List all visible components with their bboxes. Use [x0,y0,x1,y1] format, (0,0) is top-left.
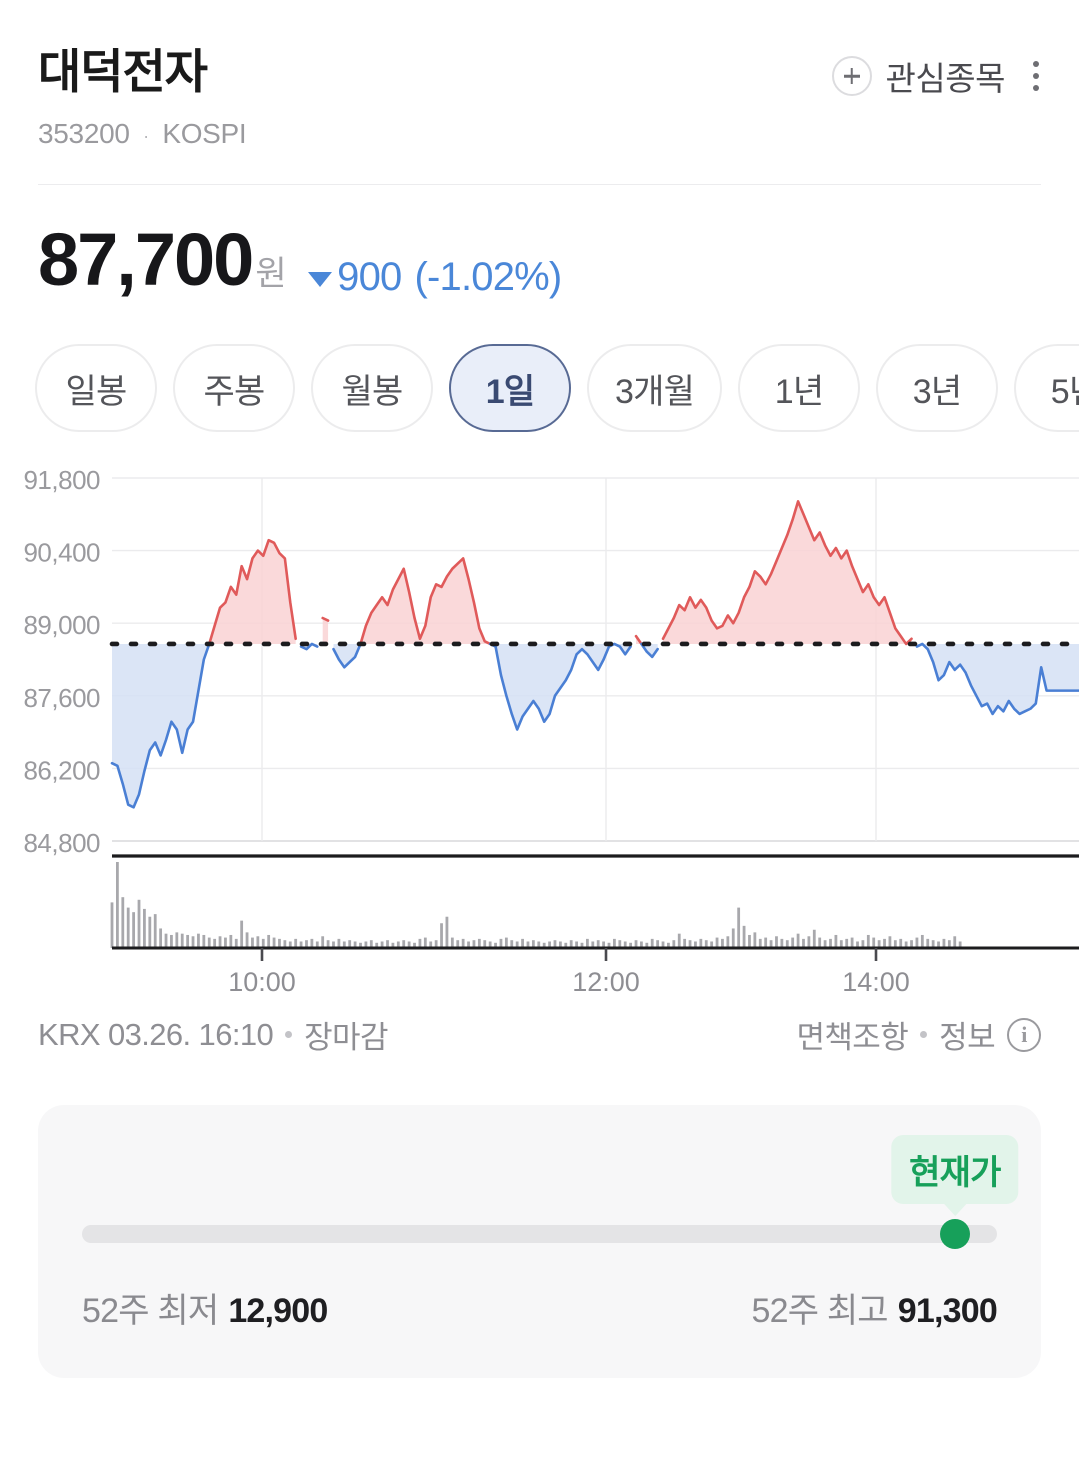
period-tab-5[interactable]: 3개월 [587,344,723,433]
header-actions: 관심종목 [831,52,1053,100]
x-axis-tick-label: 10:00 [228,967,296,997]
period-tab-7[interactable]: 3년 [876,344,999,433]
range-labels: 52주 최저 12,900 52주 최고 91,300 [82,1283,998,1332]
footer-links[interactable]: 면책조항 정보 i [796,1012,1041,1057]
page-title: 대덕전자 [38,45,208,98]
period-tab-label: 주봉 [203,372,266,411]
period-tab-6[interactable]: 1년 [738,344,861,433]
change-value: 900 [337,255,402,300]
triangle-down-icon [308,272,333,288]
period-tab-label: 일봉 [65,372,128,411]
footer-separator-left [285,1031,293,1039]
period-tab-3[interactable]: 월봉 [311,344,433,433]
intraday-chart[interactable]: 91,800 90,400 89,000 87,600 86,200 84,800 10:0… [0,458,1079,998]
footer-separator-right [920,1031,928,1039]
data-source: KRX 03.26. 16:10 장마감 [38,1012,389,1057]
subtitle-separator: · [143,125,149,146]
info-link[interactable]: 정보 [939,1020,995,1056]
period-tab-label: 1년 [774,372,824,411]
period-tab-label: 월봉 [341,372,404,411]
price-change: 900 (-1.02%) [308,255,562,300]
market-name: KOSPI [162,118,247,150]
info-circle-icon[interactable]: i [1007,1017,1041,1052]
low-value: 12,900 [228,1292,328,1331]
disclaimer-link[interactable]: 면책조항 [796,1020,909,1056]
change-percent: (-1.02%) [414,255,562,300]
range-slider-knob[interactable] [939,1219,970,1250]
y-axis-tick-label: 90,400 [23,538,100,568]
add-watchlist-button[interactable]: 관심종목 [831,52,1006,100]
period-tab-4[interactable]: 1일 [449,344,571,433]
y-axis-tick-label: 91,800 [23,465,100,495]
fifty-two-week-range-card: 현재가 52주 최저 12,900 52주 최고 91,300 [38,1105,1041,1379]
chart-footer: KRX 03.26. 16:10 장마감 면책조항 정보 i [0,1012,1079,1057]
kebab-menu-icon[interactable] [1019,54,1053,98]
current-price: 87,700 [38,218,254,302]
source-timestamp: KRX 03.26. 16:10 [38,1016,274,1052]
period-tab-bar[interactable]: 일봉 주봉 월봉 1일 3개월 1년 3년 5년 [0,344,1079,433]
x-axis-tick-label: 12:00 [572,967,640,997]
x-axis-tick-label: 14:00 [842,967,910,997]
header-divider [38,184,1041,186]
period-tab-label: 5년 [1050,372,1079,411]
period-tab-1[interactable]: 일봉 [35,344,157,433]
y-axis-tick-label: 89,000 [23,611,100,641]
currency-unit: 원 [255,255,287,294]
stock-header: 대덕전자 353200 · KOSPI 관심종목 [0,0,1079,150]
period-tab-label: 1일 [485,372,535,411]
fifty-two-week-low: 52주 최저 12,900 [82,1283,328,1332]
y-axis-tick-label: 87,600 [23,683,100,713]
period-tab-label: 3개월 [615,372,695,411]
high-label: 52주 최고 [751,1292,888,1331]
current-price-badge: 현재가 [891,1135,1019,1205]
high-value: 91,300 [897,1292,998,1331]
range-slider-track[interactable] [82,1219,997,1250]
chart-canvas[interactable]: 91,800 90,400 89,000 87,600 86,200 84,800 10:0… [0,458,1079,998]
low-label: 52주 최저 [82,1292,219,1331]
period-tab-label: 3년 [912,372,962,411]
plus-circle-icon [831,56,872,96]
y-axis-tick-label: 86,200 [23,756,100,786]
current-price-badge-row: 현재가 [82,1129,1019,1225]
price-block: 87,700 원 900 (-1.02%) [0,185,1079,300]
add-watchlist-label: 관심종목 [885,60,1006,97]
y-axis-tick-label: 84,800 [23,828,100,858]
stock-subtitle: 353200 · KOSPI [38,118,1041,150]
ticker-code: 353200 [38,118,130,150]
market-status: 장마감 [304,1020,388,1056]
fifty-two-week-high: 52주 최고 91,300 [751,1283,997,1332]
period-tab-8[interactable]: 5년 [1014,344,1079,433]
period-tab-2[interactable]: 주봉 [173,344,295,433]
